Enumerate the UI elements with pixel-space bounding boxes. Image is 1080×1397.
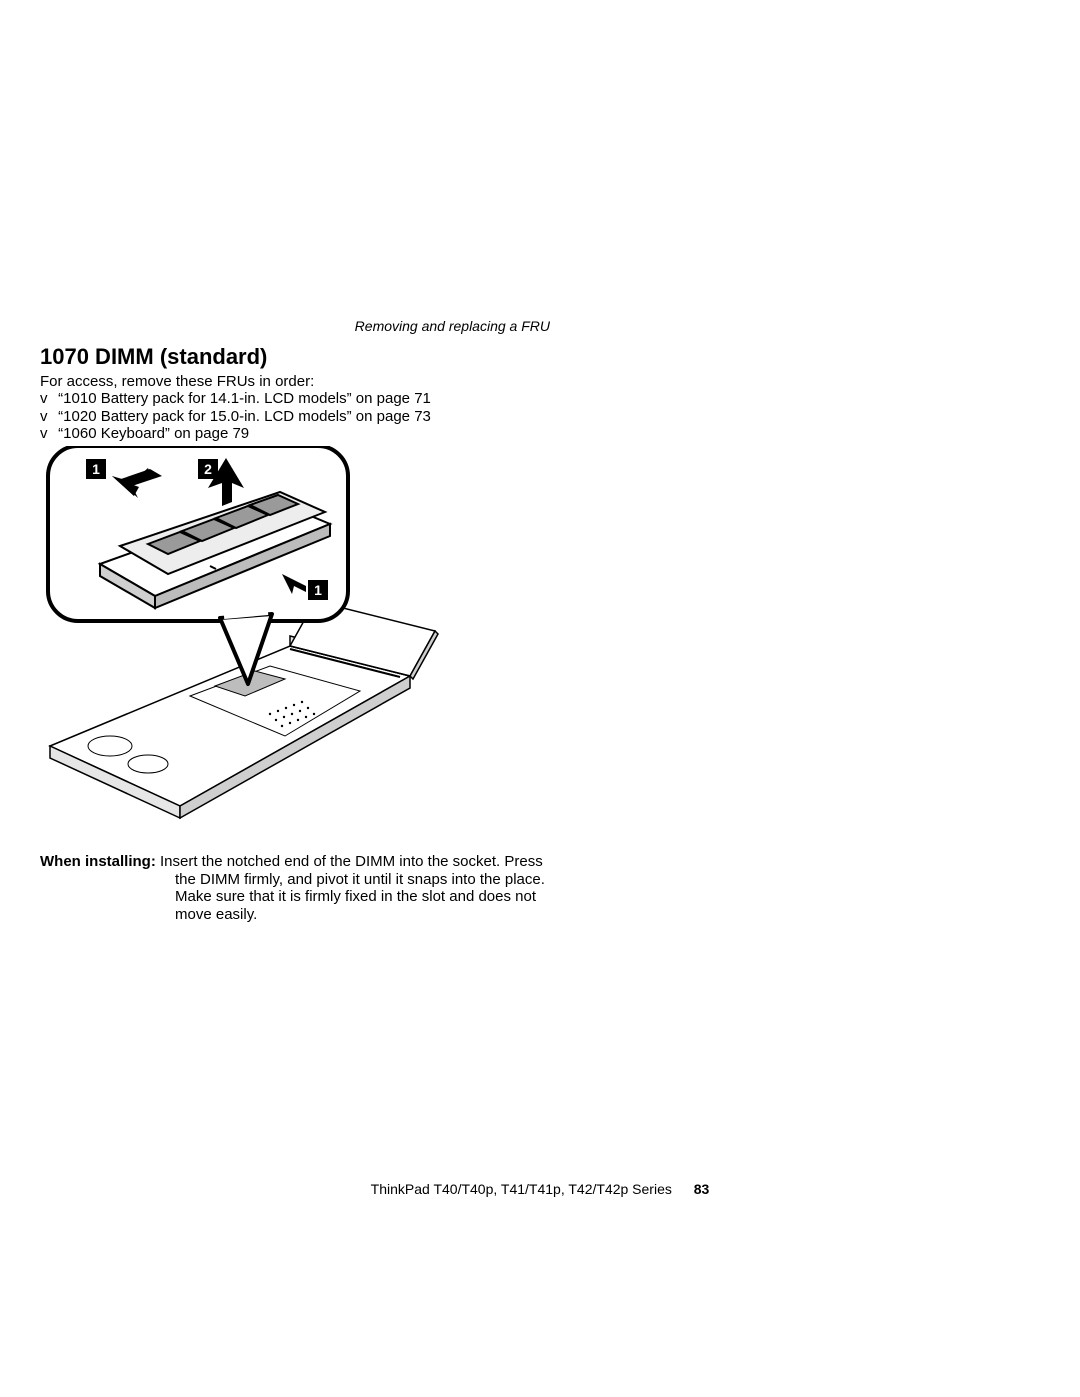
bullet-3: v “1060 Keyboard” on page 79 [40, 425, 431, 442]
figure-svg: 1 2 1 [40, 446, 540, 826]
footer-series: ThinkPad T40/T40p, T41/T41p, T42/T42p Se… [371, 1181, 672, 1197]
svg-text:2: 2 [204, 461, 212, 477]
svg-text:1: 1 [92, 461, 100, 477]
callout-1-side: 1 [308, 580, 328, 600]
bullet-1: v “1010 Battery pack for 14.1-in. LCD mo… [40, 390, 431, 407]
bullet-marker: v [40, 390, 54, 407]
intro-block: For access, remove these FRUs in order: … [40, 373, 431, 442]
page: Removing and replacing a FRU 1070 DIMM (… [0, 0, 1080, 1397]
bullet-2-text: “1020 Battery pack for 15.0-in. LCD mode… [58, 408, 431, 425]
bullet-marker: v [40, 425, 54, 442]
bullet-1-text: “1010 Battery pack for 14.1-in. LCD mode… [58, 390, 431, 407]
laptop-base [50, 636, 410, 818]
intro-line: For access, remove these FRUs in order: [40, 373, 431, 390]
install-text: Insert the notched end of the DIMM into … [160, 853, 545, 923]
page-footer: ThinkPad T40/T40p, T41/T41p, T42/T42p Se… [0, 1181, 1080, 1197]
svg-text:1: 1 [314, 582, 322, 598]
section-title: 1070 DIMM (standard) [40, 344, 267, 370]
figure-dimm-removal: 1 2 1 [40, 446, 540, 826]
bullet-2: v “1020 Battery pack for 15.0-in. LCD mo… [40, 408, 431, 425]
install-note: When installing: Insert the notched end … [40, 838, 560, 939]
callout-2-top: 2 [198, 459, 218, 479]
install-label: When installing: [40, 853, 156, 870]
running-header: Removing and replacing a FRU [355, 318, 550, 334]
bullet-marker: v [40, 408, 54, 425]
footer-page-number: 83 [694, 1181, 710, 1197]
bullet-3-text: “1060 Keyboard” on page 79 [58, 425, 249, 442]
callout-1-top: 1 [86, 459, 106, 479]
